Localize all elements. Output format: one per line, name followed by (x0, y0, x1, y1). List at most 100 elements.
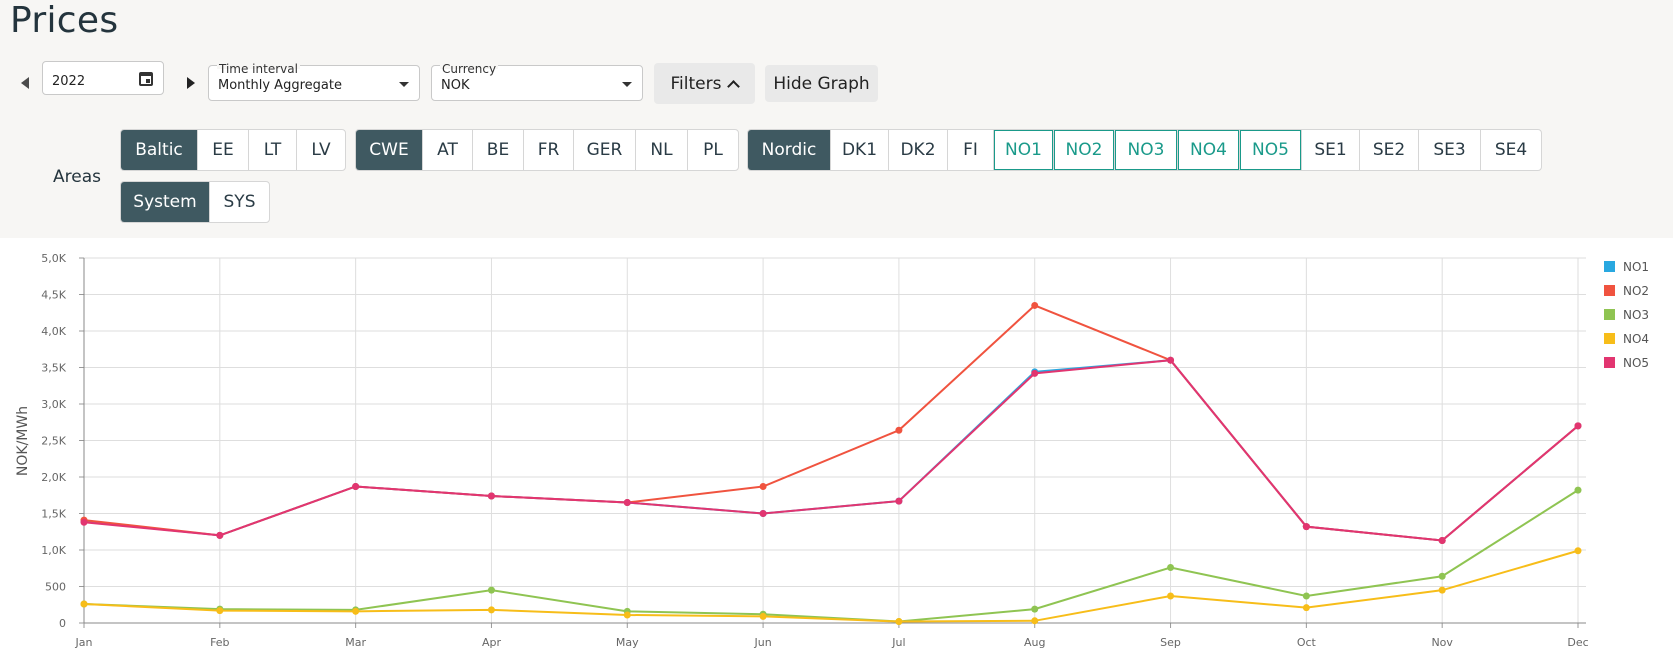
year-picker[interactable]: 2022 (42, 61, 164, 95)
data-point-no5 (1031, 369, 1039, 377)
legend-label: NO5 (1623, 356, 1649, 370)
x-tick-label: Jun (753, 636, 771, 649)
data-point-no3 (1167, 564, 1175, 572)
area-button[interactable]: NO4 (1178, 130, 1240, 170)
x-tick-label: Nov (1431, 636, 1453, 649)
data-point-no5 (1302, 523, 1310, 531)
hide-graph-button[interactable]: Hide Graph (765, 65, 878, 102)
currency-value: NOK (441, 78, 470, 93)
y-tick-label: 4,0K (41, 325, 66, 338)
x-tick-label: Feb (210, 636, 229, 649)
chart-series (80, 301, 1582, 626)
data-point-no5 (216, 531, 224, 539)
y-tick-label: 2,0K (41, 471, 66, 484)
data-point-no4 (1574, 547, 1582, 555)
area-button[interactable]: NO3 (1115, 130, 1178, 170)
legend-swatch (1604, 357, 1615, 368)
previous-year-arrow-icon[interactable] (21, 77, 29, 89)
currency-select[interactable]: Currency NOK (431, 62, 643, 101)
year-value: 2022 (52, 74, 86, 89)
y-axis-label: NOK/MWh (15, 406, 31, 476)
chart-grid (83, 257, 1586, 624)
area-button[interactable]: Baltic (121, 130, 198, 170)
x-tick-label: Oct (1297, 636, 1317, 649)
area-button[interactable]: SE3 (1419, 130, 1481, 170)
areas-label: Areas (53, 167, 101, 187)
x-tick-label: Mar (345, 636, 366, 649)
y-tick-label: 2,5K (41, 435, 66, 448)
data-point-no4 (1031, 617, 1039, 625)
area-button[interactable]: PL (703, 140, 723, 160)
y-tick-label: 1,5K (41, 508, 66, 521)
y-tick-label: 1,0K (41, 544, 66, 557)
data-point-no4 (623, 611, 631, 619)
series-line-no4 (83, 549, 1579, 623)
area-button[interactable]: GER (574, 130, 636, 170)
data-point-no5 (623, 499, 631, 507)
area-button[interactable]: NO1 (994, 130, 1054, 170)
x-tick-label: Sep (1160, 636, 1181, 649)
x-tick-label: Dec (1567, 636, 1588, 649)
data-point-no4 (759, 612, 767, 620)
legend-swatch (1604, 285, 1615, 296)
time-interval-select[interactable]: Time interval Monthly Aggregate (208, 62, 420, 101)
area-button[interactable]: FR (524, 130, 574, 170)
y-tick-label: 500 (45, 581, 66, 594)
area-button[interactable]: SE2 (1360, 130, 1419, 170)
area-group-system: System SYS (120, 181, 270, 223)
page-title: Prices (10, 0, 119, 41)
legend-label: NO3 (1623, 308, 1649, 322)
chevron-down-icon (399, 82, 409, 87)
calendar-icon[interactable] (139, 72, 153, 86)
area-button[interactable]: NL (636, 130, 688, 170)
legend-label: NO1 (1623, 260, 1649, 274)
data-point-no4 (487, 606, 495, 614)
data-point-no4 (1438, 586, 1446, 594)
legend-label: NO2 (1623, 284, 1649, 298)
currency-label: Currency (440, 62, 499, 76)
data-point-no4 (1167, 592, 1175, 600)
data-point-no2 (759, 482, 767, 490)
legend-swatch (1604, 333, 1615, 344)
area-button[interactable]: DK1 (831, 130, 889, 170)
y-tick-label: 3,0K (41, 398, 66, 411)
data-point-no2 (895, 426, 903, 434)
data-point-no4 (80, 600, 88, 608)
data-point-no3 (1438, 572, 1446, 580)
area-button[interactable]: SE1 (1302, 130, 1360, 170)
filters-button[interactable]: Filters (654, 63, 755, 104)
series-line-no2 (83, 304, 1579, 542)
area-button[interactable]: CWE (356, 130, 423, 170)
area-button[interactable]: SE4 (1494, 140, 1528, 160)
data-point-no5 (895, 497, 903, 505)
area-group-baltic: Baltic EE LT LV (120, 129, 346, 171)
data-point-no5 (1574, 422, 1582, 430)
area-button[interactable]: EE (198, 130, 249, 170)
area-button[interactable]: FI (948, 130, 994, 170)
data-point-no3 (487, 586, 495, 594)
chart-axes: 0 500 1,0K 1,5K 2,0K 2,5K 3,0K 3,5K 4,0K 4,5K 5,0K… (41, 252, 1588, 649)
filters-button-label: Filters (670, 73, 722, 94)
y-tick-label: 0 (59, 617, 66, 630)
next-year-arrow-icon[interactable] (187, 77, 195, 89)
x-tick-label: Apr (482, 636, 502, 649)
data-point-no3 (1302, 592, 1310, 600)
legend-swatch (1604, 309, 1615, 320)
area-button[interactable]: LT (249, 130, 297, 170)
area-group-cwe: CWE AT BE FR GER NL PL (355, 129, 739, 171)
data-point-no5 (487, 492, 495, 500)
area-button[interactable]: DK2 (889, 130, 948, 170)
area-button[interactable]: System (121, 182, 210, 222)
area-button[interactable]: SYS (223, 192, 256, 212)
area-button[interactable]: LV (311, 140, 331, 160)
data-point-no4 (895, 618, 903, 626)
area-button[interactable]: Nordic (748, 130, 831, 170)
data-point-no5 (1438, 537, 1446, 545)
series-line-no5 (83, 359, 1579, 542)
area-button[interactable]: BE (473, 130, 524, 170)
area-button[interactable]: NO2 (1054, 130, 1115, 170)
area-button[interactable]: NO5 (1240, 130, 1302, 170)
time-interval-value: Monthly Aggregate (218, 78, 342, 93)
area-button[interactable]: AT (423, 130, 473, 170)
